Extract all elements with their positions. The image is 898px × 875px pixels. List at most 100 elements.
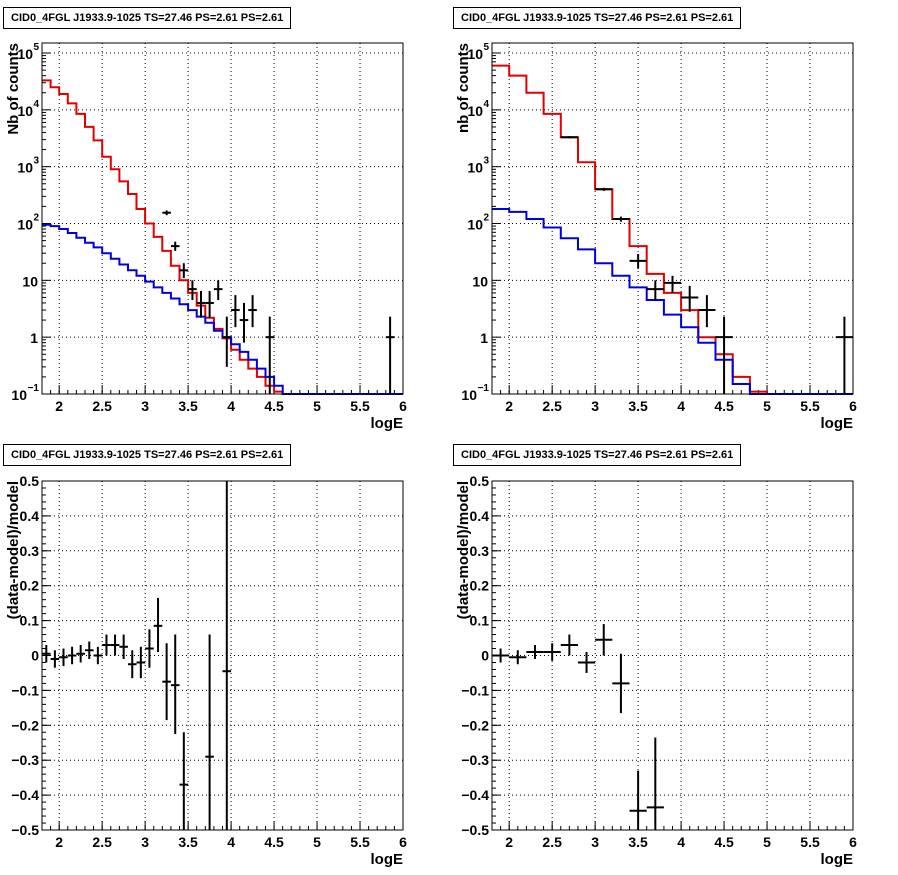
x-tick-label: 3 bbox=[141, 834, 149, 850]
y-tick-exponent: 3 bbox=[33, 156, 39, 167]
y-tick-label: 0.2 bbox=[20, 578, 40, 594]
data-point bbox=[248, 295, 257, 328]
x-tick-label: 6 bbox=[849, 398, 857, 414]
y-tick-label: −0.4 bbox=[11, 787, 39, 803]
x-tick-label: 6 bbox=[399, 834, 407, 850]
y-tick-label: 0.4 bbox=[470, 508, 490, 524]
data-point bbox=[222, 316, 232, 367]
y-tick-exponent: 4 bbox=[33, 99, 39, 110]
data-point bbox=[162, 643, 171, 721]
y-tick-exponent: 5 bbox=[483, 42, 489, 53]
y-axis-title: (data-model)/model bbox=[5, 481, 22, 619]
x-tick-label: 3.5 bbox=[628, 834, 648, 850]
panel-residuals-left: 2 2.5 3 3.5 4 4.5 5 5.5 6 −0.5 −0.4 −0.3 −0.2 −0.1 0 0.… bbox=[5, 473, 407, 868]
y-tick-label: 0.1 bbox=[470, 613, 490, 629]
data-point bbox=[231, 295, 240, 328]
x-tick-label: 4.5 bbox=[264, 834, 284, 850]
plot-frame bbox=[491, 480, 854, 831]
y-tick-label: 10 bbox=[11, 387, 27, 403]
data-point bbox=[629, 770, 647, 830]
y-tick-label: −0.3 bbox=[11, 752, 39, 768]
panel-title: CID0_4FGL J1933.9-1025 TS=27.46 PS=2.61 … bbox=[3, 7, 292, 29]
data-point bbox=[663, 275, 682, 293]
y-tick-label: 0.1 bbox=[20, 613, 40, 629]
y-tick-label: −0.1 bbox=[461, 682, 489, 698]
x-tick-label: 2.5 bbox=[542, 834, 562, 850]
x-tick-label: 2.5 bbox=[92, 398, 112, 414]
data-point bbox=[145, 629, 154, 668]
y-tick-label: 0 bbox=[31, 648, 39, 664]
plot-frame bbox=[41, 42, 404, 395]
x-tick-label: 2 bbox=[505, 398, 513, 414]
x-tick-label: 4 bbox=[227, 834, 235, 850]
x-tick-label: 2.5 bbox=[542, 398, 562, 414]
y-axis-title: (data-model)/model bbox=[455, 481, 472, 619]
x-tick-label: 5 bbox=[763, 834, 771, 850]
y-tick-label: 10 bbox=[467, 160, 483, 176]
y-tick-exponent: 3 bbox=[483, 156, 489, 167]
data-point bbox=[715, 316, 733, 394]
data-point bbox=[612, 216, 630, 222]
y-tick-label: 0.3 bbox=[20, 543, 40, 559]
data-point bbox=[162, 210, 171, 216]
data-point bbox=[42, 645, 51, 663]
data-point bbox=[698, 295, 716, 328]
y-tick-label: −0.5 bbox=[11, 822, 39, 838]
data-point bbox=[385, 316, 395, 394]
x-tick-label: 4 bbox=[677, 398, 685, 414]
data-point bbox=[526, 645, 544, 659]
data-point bbox=[509, 650, 527, 665]
x-tick-label: 4.5 bbox=[714, 398, 734, 414]
data-point bbox=[560, 136, 578, 139]
y-tick-label: −0.2 bbox=[461, 717, 489, 733]
data-point bbox=[127, 650, 137, 679]
data-point bbox=[835, 316, 853, 394]
data-point bbox=[170, 241, 180, 251]
data-point bbox=[646, 737, 664, 830]
x-tick-label: 2.5 bbox=[92, 834, 112, 850]
y-tick-exponent: −1 bbox=[478, 383, 490, 394]
panel-title: CID0_4FGL J1933.9-1025 TS=27.46 PS=2.61 … bbox=[453, 444, 742, 466]
y-tick-label: 10 bbox=[467, 217, 483, 233]
x-tick-label: 5.5 bbox=[350, 398, 370, 414]
data-point bbox=[110, 634, 120, 656]
x-axis-title: logE bbox=[821, 851, 854, 868]
y-tick-label: −0.1 bbox=[11, 682, 39, 698]
y-axis-title: Nb of counts bbox=[5, 43, 22, 135]
plot-frame bbox=[41, 480, 404, 831]
y-tick-label: 0.2 bbox=[470, 578, 490, 594]
y-tick-label: 0.5 bbox=[470, 473, 490, 489]
y-tick-label: 10 bbox=[472, 273, 488, 289]
y-tick-label: 10 bbox=[22, 273, 38, 289]
x-tick-label: 6 bbox=[399, 398, 407, 414]
data-point bbox=[84, 641, 94, 659]
y-tick-label: 0.5 bbox=[20, 473, 40, 489]
data-point bbox=[595, 187, 613, 191]
plot-frame bbox=[491, 42, 854, 395]
x-tick-label: 4 bbox=[227, 398, 235, 414]
y-tick-exponent: 2 bbox=[33, 213, 39, 224]
data-point bbox=[76, 645, 85, 663]
x-tick-label: 5 bbox=[763, 398, 771, 414]
x-tick-label: 5.5 bbox=[800, 398, 820, 414]
y-tick-exponent: 2 bbox=[483, 213, 489, 224]
data-point bbox=[205, 634, 214, 830]
panel-residuals-right: 2 2.5 3 3.5 4 4.5 5 5.5 6 −0.5 −0.4 −0.3 −0.2 −0.1 0 0.… bbox=[455, 473, 857, 868]
data-point bbox=[93, 646, 103, 665]
data-point bbox=[612, 653, 630, 714]
x-tick-label: 3.5 bbox=[178, 834, 198, 850]
data-point bbox=[196, 290, 206, 318]
data-point bbox=[59, 648, 68, 666]
x-tick-label: 2 bbox=[55, 398, 63, 414]
x-tick-label: 5 bbox=[313, 834, 321, 850]
x-tick-label: 4.5 bbox=[264, 398, 284, 414]
x-tick-label: 4.5 bbox=[714, 834, 734, 850]
y-tick-label: −0.2 bbox=[11, 717, 39, 733]
panel-counts-left: 2 2.5 3 3.5 4 4.5 5 5.5 6−110110210310410510logE… bbox=[5, 42, 407, 432]
y-tick-label: −0.4 bbox=[461, 787, 489, 803]
data-point bbox=[543, 643, 561, 661]
x-tick-label: 3.5 bbox=[628, 398, 648, 414]
panel-title: CID0_4FGL J1933.9-1025 TS=27.46 PS=2.61 … bbox=[3, 444, 292, 466]
data-point bbox=[560, 634, 578, 656]
